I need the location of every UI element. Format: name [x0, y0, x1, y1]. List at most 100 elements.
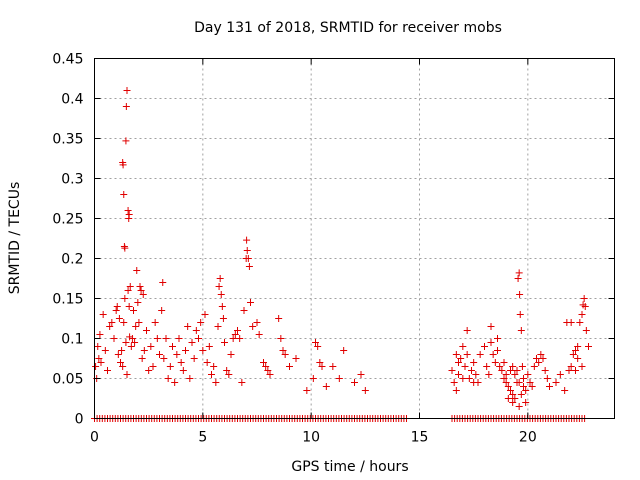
data-point — [470, 359, 478, 366]
data-point — [147, 343, 155, 350]
data-point — [448, 367, 456, 374]
data-point — [459, 343, 467, 350]
x-tick-label: 10 — [302, 430, 320, 446]
data-point — [135, 319, 143, 326]
data-point — [120, 191, 128, 198]
data-point — [238, 379, 246, 386]
data-point — [481, 343, 488, 350]
data-point — [487, 339, 495, 346]
data-point — [126, 283, 134, 290]
data-point — [463, 327, 471, 334]
y-tick-label: 0.3 — [61, 172, 83, 188]
data-point — [179, 367, 187, 374]
data-point — [114, 351, 122, 358]
data-point — [234, 327, 241, 334]
data-point — [578, 311, 586, 318]
y-tick-label: 0.4 — [61, 92, 83, 108]
data-point — [535, 359, 543, 366]
data-point — [494, 335, 501, 342]
y-tick-label: 0.25 — [52, 212, 83, 228]
data-point — [134, 299, 142, 306]
data-point — [357, 371, 365, 378]
data-point — [197, 319, 205, 326]
data-point — [166, 363, 174, 370]
data-point — [520, 375, 527, 382]
data-point — [518, 363, 526, 370]
data-point — [205, 343, 213, 350]
data-point — [281, 351, 289, 358]
data-point — [455, 359, 462, 366]
data-point — [171, 379, 179, 386]
data-point — [517, 391, 525, 398]
data-point — [245, 263, 253, 270]
y-tick-label: 0.2 — [61, 252, 83, 268]
data-point — [528, 383, 536, 390]
data-point — [231, 331, 239, 338]
data-point — [223, 367, 231, 374]
data-point — [164, 375, 172, 382]
data-point — [546, 383, 553, 390]
data-point — [203, 359, 211, 366]
y-tick-label: 0.15 — [52, 292, 83, 308]
data-point — [457, 355, 465, 362]
data-point — [303, 387, 311, 394]
data-point — [177, 359, 185, 366]
data-point — [145, 367, 153, 374]
data-point — [275, 315, 283, 322]
y-tick-label: 0.35 — [52, 132, 83, 148]
data-point — [101, 347, 109, 354]
data-point — [511, 395, 519, 402]
data-point — [240, 307, 248, 314]
data-point — [504, 395, 512, 402]
data-point — [279, 347, 287, 354]
data-point — [219, 315, 227, 322]
data-point — [260, 359, 267, 366]
data-point — [507, 367, 514, 374]
data-point — [162, 335, 170, 342]
data-point — [118, 347, 126, 354]
data-point — [496, 363, 504, 370]
data-point — [572, 367, 579, 374]
data-point — [188, 339, 196, 346]
data-point — [514, 275, 522, 282]
data-point — [99, 311, 107, 318]
data-point — [292, 355, 300, 362]
data-point — [463, 351, 471, 358]
data-point — [216, 275, 224, 282]
data-point — [581, 303, 589, 310]
data-point — [229, 335, 237, 342]
data-point — [517, 327, 525, 334]
data-point — [236, 335, 244, 342]
data-point — [541, 367, 549, 374]
data-point — [509, 399, 517, 406]
data-point — [127, 343, 135, 350]
data-point — [122, 339, 130, 346]
data-point — [221, 339, 228, 346]
data-point — [309, 375, 317, 382]
data-point — [340, 347, 348, 354]
data-point — [160, 355, 168, 362]
data-point — [515, 403, 523, 410]
data-point — [149, 363, 157, 370]
data-point — [504, 383, 512, 390]
data-point — [491, 359, 499, 366]
data-point — [455, 371, 462, 378]
data-point — [509, 391, 517, 398]
data-point — [329, 363, 337, 370]
axis-ticks: 0 0.05 0.1 0.15 0.2 0.25 0.3 0.35 0.4 0.45 0 5 10 15 2… — [52, 52, 615, 446]
data-point — [580, 295, 588, 302]
data-points — [91, 87, 592, 422]
data-point — [136, 283, 144, 290]
data-point — [266, 371, 274, 378]
data-point — [156, 351, 163, 358]
data-point — [561, 387, 569, 394]
data-point — [500, 359, 508, 366]
chart-title: Day 131 of 2018, SRMTID for receiver mob… — [194, 20, 502, 36]
data-point — [190, 355, 198, 362]
data-point — [119, 161, 127, 169]
data-point — [470, 379, 478, 386]
data-point — [125, 211, 133, 218]
data-point — [312, 339, 319, 346]
data-point — [522, 387, 530, 394]
data-point — [335, 375, 343, 382]
